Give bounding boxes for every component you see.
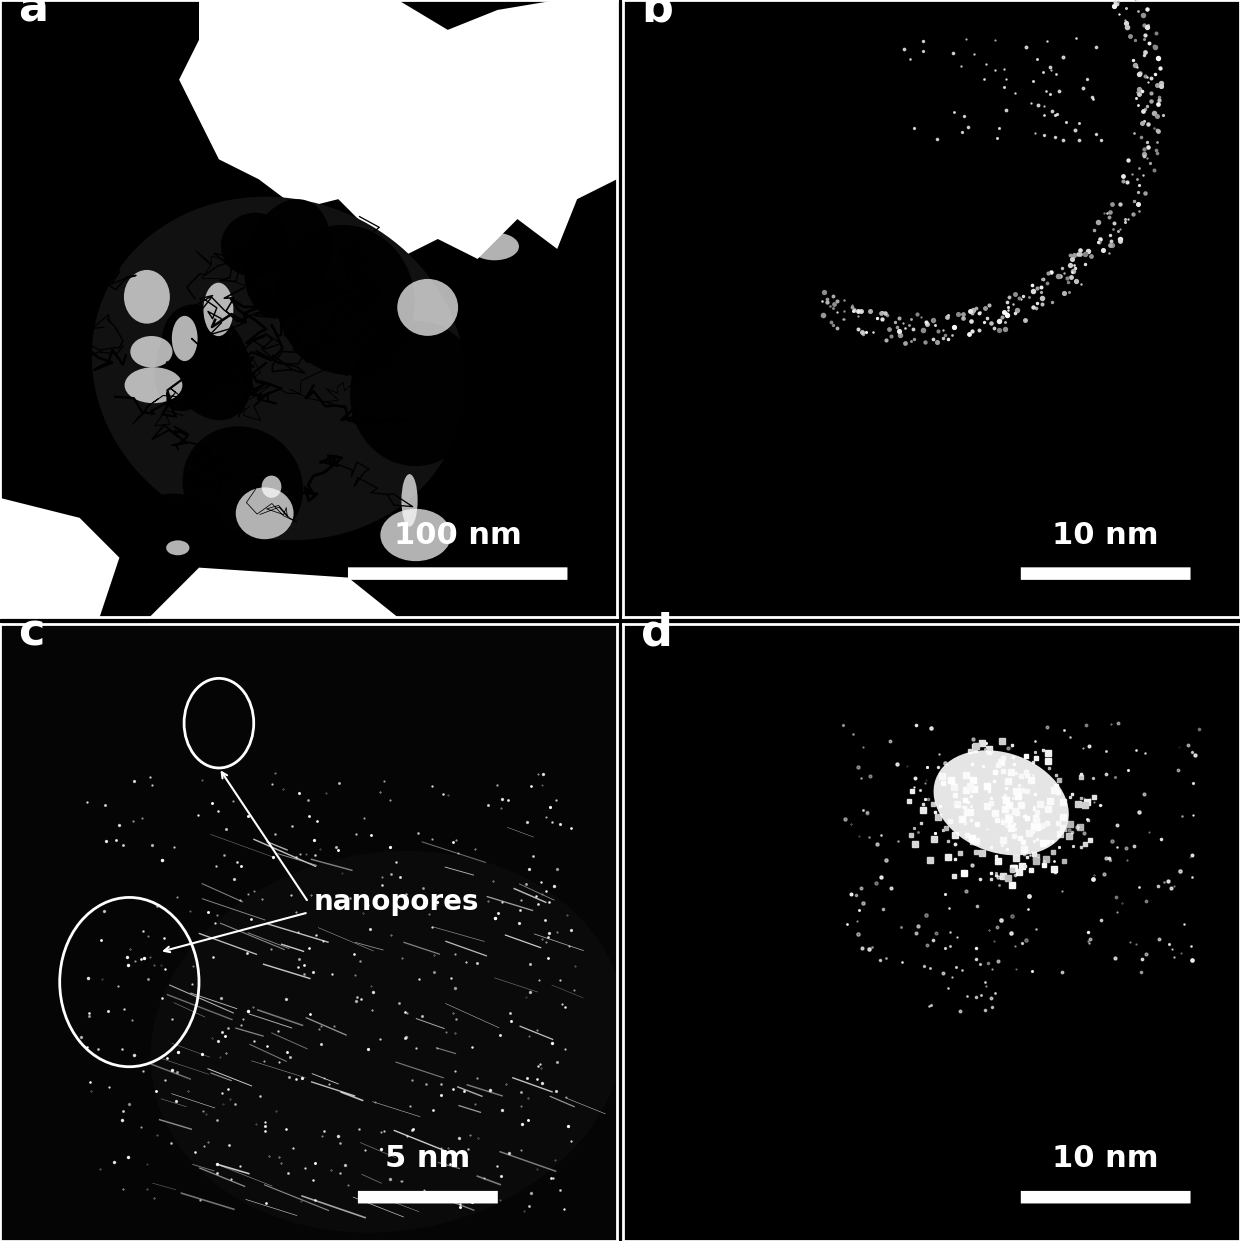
Ellipse shape (161, 304, 252, 421)
Polygon shape (179, 0, 618, 259)
Ellipse shape (381, 509, 451, 561)
Ellipse shape (172, 315, 197, 361)
Ellipse shape (124, 271, 170, 324)
Ellipse shape (397, 279, 458, 336)
Ellipse shape (262, 475, 281, 498)
Ellipse shape (92, 197, 465, 540)
Polygon shape (149, 567, 398, 618)
Ellipse shape (119, 494, 229, 603)
Ellipse shape (934, 751, 1069, 855)
Text: b: b (641, 0, 673, 31)
FancyBboxPatch shape (348, 567, 568, 580)
Ellipse shape (124, 367, 182, 403)
Text: d: d (641, 612, 673, 654)
Ellipse shape (130, 336, 172, 367)
Text: a: a (17, 0, 48, 31)
Ellipse shape (244, 199, 331, 319)
Ellipse shape (203, 283, 233, 336)
Ellipse shape (277, 225, 415, 375)
Text: 100 nm: 100 nm (394, 521, 522, 550)
Text: c: c (17, 612, 45, 654)
FancyBboxPatch shape (1021, 567, 1190, 580)
Ellipse shape (150, 851, 625, 1232)
Ellipse shape (350, 321, 482, 467)
Ellipse shape (470, 232, 520, 261)
Ellipse shape (182, 427, 303, 545)
Ellipse shape (155, 309, 228, 411)
Ellipse shape (221, 212, 288, 277)
Ellipse shape (236, 488, 294, 539)
Ellipse shape (166, 540, 190, 555)
Text: 10 nm: 10 nm (1053, 1144, 1159, 1173)
Text: 10 nm: 10 nm (1053, 521, 1159, 550)
FancyBboxPatch shape (358, 1191, 497, 1204)
Text: nanopores: nanopores (314, 889, 479, 916)
Ellipse shape (402, 474, 418, 526)
Polygon shape (0, 498, 119, 618)
FancyBboxPatch shape (1021, 1191, 1190, 1204)
Text: 5 nm: 5 nm (386, 1144, 470, 1173)
